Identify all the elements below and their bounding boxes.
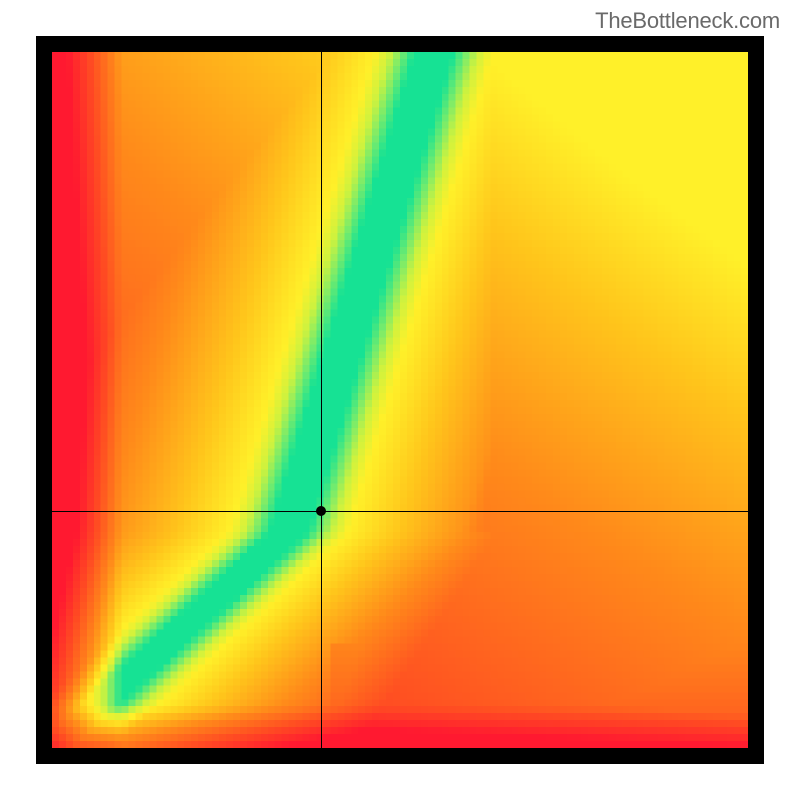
plot-frame: [36, 36, 764, 764]
watermark-text: TheBottleneck.com: [595, 8, 780, 34]
heatmap-canvas: [52, 52, 748, 748]
crosshair-marker: [316, 506, 326, 516]
chart-container: TheBottleneck.com: [0, 0, 800, 800]
crosshair-horizontal: [52, 511, 748, 512]
crosshair-vertical: [321, 52, 322, 748]
